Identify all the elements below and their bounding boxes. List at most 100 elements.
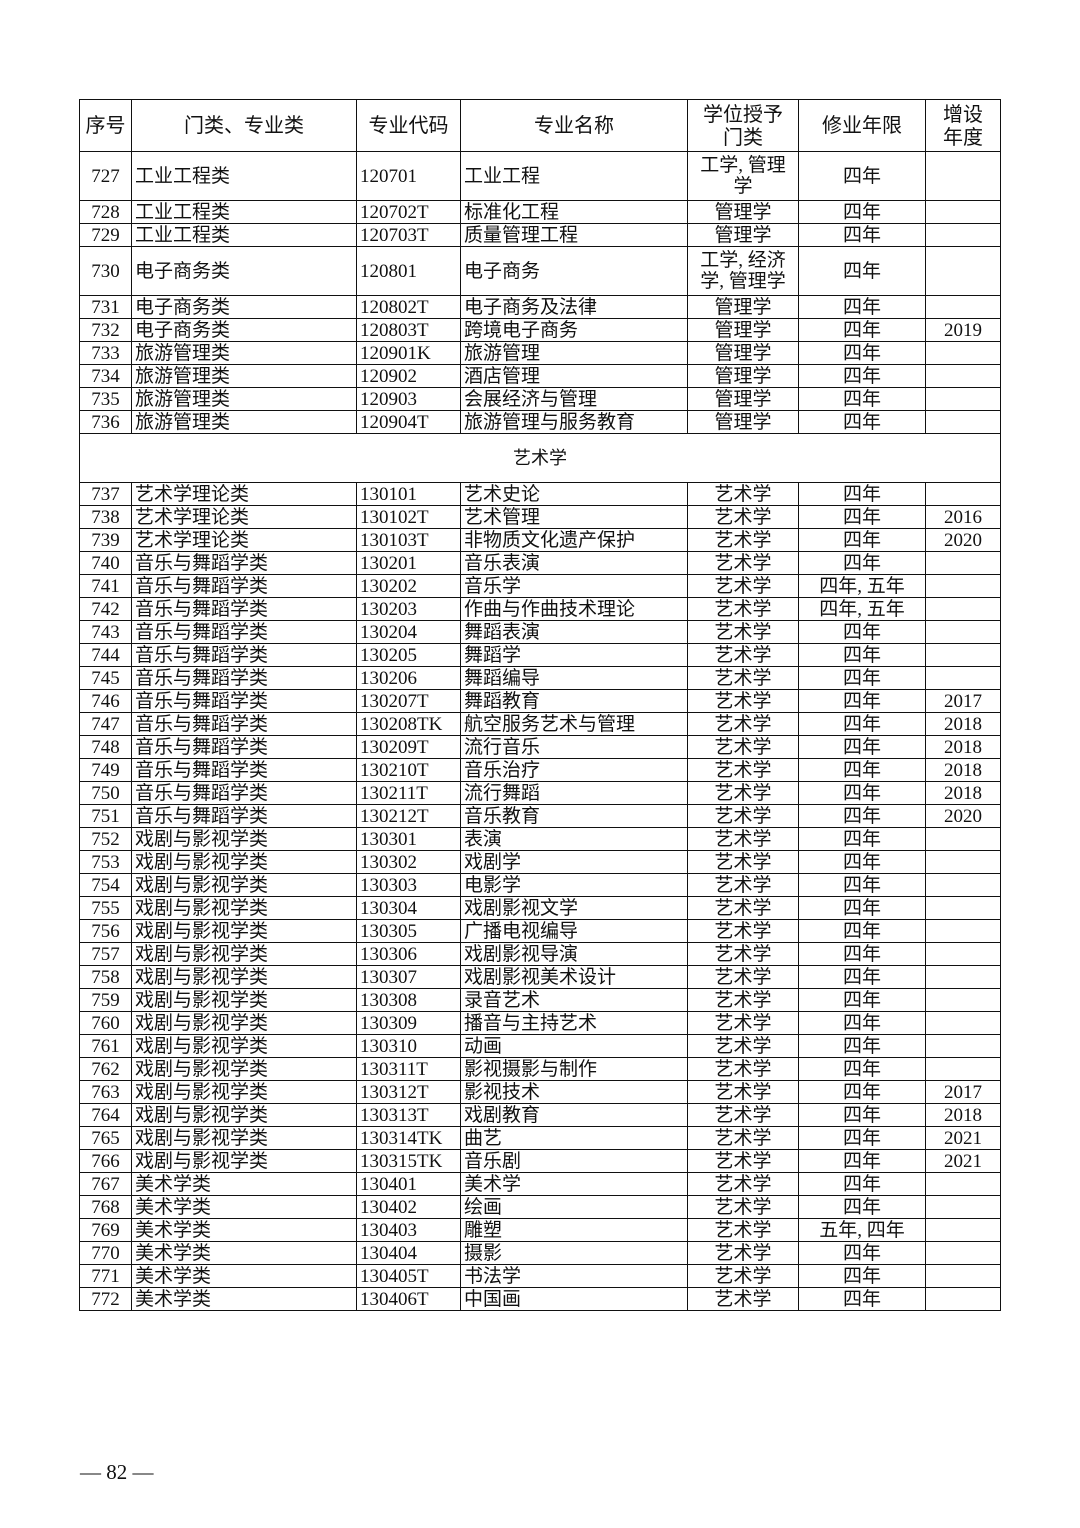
cell-duration: 四年 xyxy=(798,735,926,759)
cell-index: 737 xyxy=(79,482,132,506)
cell-degree: 管理学 xyxy=(687,223,799,247)
cell-duration: 四年 xyxy=(798,1080,926,1104)
cell-category: 音乐与舞蹈学类 xyxy=(131,620,357,644)
header-category: 门类、专业类 xyxy=(131,99,357,152)
cell-major-name: 曲艺 xyxy=(460,1126,688,1150)
cell-year-added xyxy=(925,410,1001,434)
cell-major-name: 摄影 xyxy=(460,1241,688,1265)
cell-code: 130205 xyxy=(356,643,461,667)
table-row: 747 音乐与舞蹈学类 130208TK 航空服务艺术与管理 艺术学 四年 2018 xyxy=(79,712,1001,736)
cell-code: 130305 xyxy=(356,919,461,943)
cell-major-name: 书法学 xyxy=(460,1264,688,1288)
cell-category: 音乐与舞蹈学类 xyxy=(131,758,357,782)
cell-year-added: 2018 xyxy=(925,735,1001,759)
cell-year-added xyxy=(925,873,1001,897)
cell-major-name: 广播电视编导 xyxy=(460,919,688,943)
table-row: 750 音乐与舞蹈学类 130211T 流行舞蹈 艺术学 四年 2018 xyxy=(79,781,1001,805)
cell-year-added: 2017 xyxy=(925,689,1001,713)
table-row: 766 戏剧与影视学类 130315TK 音乐剧 艺术学 四年 2021 xyxy=(79,1149,1001,1173)
cell-major-name: 音乐剧 xyxy=(460,1149,688,1173)
cell-index: 730 xyxy=(79,246,132,296)
table-row: 746 音乐与舞蹈学类 130207T 舞蹈教育 艺术学 四年 2017 xyxy=(79,689,1001,713)
cell-category: 音乐与舞蹈学类 xyxy=(131,712,357,736)
cell-duration: 四年 xyxy=(798,200,926,224)
cell-code: 130404 xyxy=(356,1241,461,1265)
cell-year-added: 2018 xyxy=(925,712,1001,736)
cell-index: 729 xyxy=(79,223,132,247)
cell-major-name: 中国画 xyxy=(460,1287,688,1311)
table-row: 742 音乐与舞蹈学类 130203 作曲与作曲技术理论 艺术学 四年, 五年 xyxy=(79,597,1001,621)
page-number: — 82 — xyxy=(80,1460,154,1484)
cell-code: 130306 xyxy=(356,942,461,966)
cell-duration: 四年 xyxy=(798,1011,926,1035)
cell-duration: 四年 xyxy=(798,341,926,365)
cell-code: 130310 xyxy=(356,1034,461,1058)
cell-category: 戏剧与影视学类 xyxy=(131,1103,357,1127)
cell-index: 759 xyxy=(79,988,132,1012)
cell-index: 736 xyxy=(79,410,132,434)
cell-year-added xyxy=(925,200,1001,224)
section-row: 艺术学 xyxy=(79,433,1001,483)
table-row: 764 戏剧与影视学类 130313T 戏剧教育 艺术学 四年 2018 xyxy=(79,1103,1001,1127)
cell-duration: 四年 xyxy=(798,528,926,552)
cell-major-name: 雕塑 xyxy=(460,1218,688,1242)
cell-category: 音乐与舞蹈学类 xyxy=(131,643,357,667)
cell-category: 电子商务类 xyxy=(131,318,357,342)
cell-code: 130313T xyxy=(356,1103,461,1127)
cell-degree: 艺术学 xyxy=(687,528,799,552)
cell-category: 音乐与舞蹈学类 xyxy=(131,574,357,598)
cell-degree: 管理学 xyxy=(687,318,799,342)
table-row: 751 音乐与舞蹈学类 130212T 音乐教育 艺术学 四年 2020 xyxy=(79,804,1001,828)
cell-major-name: 录音艺术 xyxy=(460,988,688,1012)
cell-major-name: 标准化工程 xyxy=(460,200,688,224)
cell-year-added xyxy=(925,341,1001,365)
table-row: 769 美术学类 130403 雕塑 艺术学 五年, 四年 xyxy=(79,1218,1001,1242)
cell-code: 120901K xyxy=(356,341,461,365)
cell-code: 130403 xyxy=(356,1218,461,1242)
table-row: 767 美术学类 130401 美术学 艺术学 四年 xyxy=(79,1172,1001,1196)
cell-index: 760 xyxy=(79,1011,132,1035)
cell-index: 740 xyxy=(79,551,132,575)
cell-year-added xyxy=(925,1241,1001,1265)
cell-code: 120803T xyxy=(356,318,461,342)
cell-year-added xyxy=(925,827,1001,851)
cell-category: 工业工程类 xyxy=(131,151,357,201)
cell-code: 130303 xyxy=(356,873,461,897)
cell-degree: 管理学 xyxy=(687,295,799,319)
cell-category: 美术学类 xyxy=(131,1264,357,1288)
cell-major-name: 旅游管理与服务教育 xyxy=(460,410,688,434)
cell-category: 戏剧与影视学类 xyxy=(131,1034,357,1058)
cell-code: 130405T xyxy=(356,1264,461,1288)
table-row: 741 音乐与舞蹈学类 130202 音乐学 艺术学 四年, 五年 xyxy=(79,574,1001,598)
cell-major-name: 非物质文化遗产保护 xyxy=(460,528,688,552)
cell-year-added xyxy=(925,151,1001,201)
cell-year-added xyxy=(925,1011,1001,1035)
cell-index: 752 xyxy=(79,827,132,851)
cell-year-added xyxy=(925,1218,1001,1242)
cell-duration: 四年 xyxy=(798,1034,926,1058)
cell-duration: 四年 xyxy=(798,551,926,575)
cell-year-added xyxy=(925,387,1001,411)
cell-year-added xyxy=(925,223,1001,247)
cell-year-added xyxy=(925,1264,1001,1288)
cell-code: 130406T xyxy=(356,1287,461,1311)
cell-major-name: 影视摄影与制作 xyxy=(460,1057,688,1081)
cell-degree: 艺术学 xyxy=(687,1264,799,1288)
cell-degree: 管理学 xyxy=(687,364,799,388)
cell-degree: 艺术学 xyxy=(687,574,799,598)
table-row: 733 旅游管理类 120901K 旅游管理 管理学 四年 xyxy=(79,341,1001,365)
cell-category: 戏剧与影视学类 xyxy=(131,873,357,897)
cell-code: 120902 xyxy=(356,364,461,388)
cell-major-name: 舞蹈表演 xyxy=(460,620,688,644)
cell-year-added xyxy=(925,1287,1001,1311)
cell-degree: 艺术学 xyxy=(687,804,799,828)
cell-code: 120702T xyxy=(356,200,461,224)
cell-category: 旅游管理类 xyxy=(131,387,357,411)
cell-major-name: 舞蹈学 xyxy=(460,643,688,667)
cell-index: 769 xyxy=(79,1218,132,1242)
cell-index: 746 xyxy=(79,689,132,713)
cell-index: 733 xyxy=(79,341,132,365)
cell-major-name: 电影学 xyxy=(460,873,688,897)
cell-code: 130315TK xyxy=(356,1149,461,1173)
cell-duration: 四年 xyxy=(798,151,926,201)
